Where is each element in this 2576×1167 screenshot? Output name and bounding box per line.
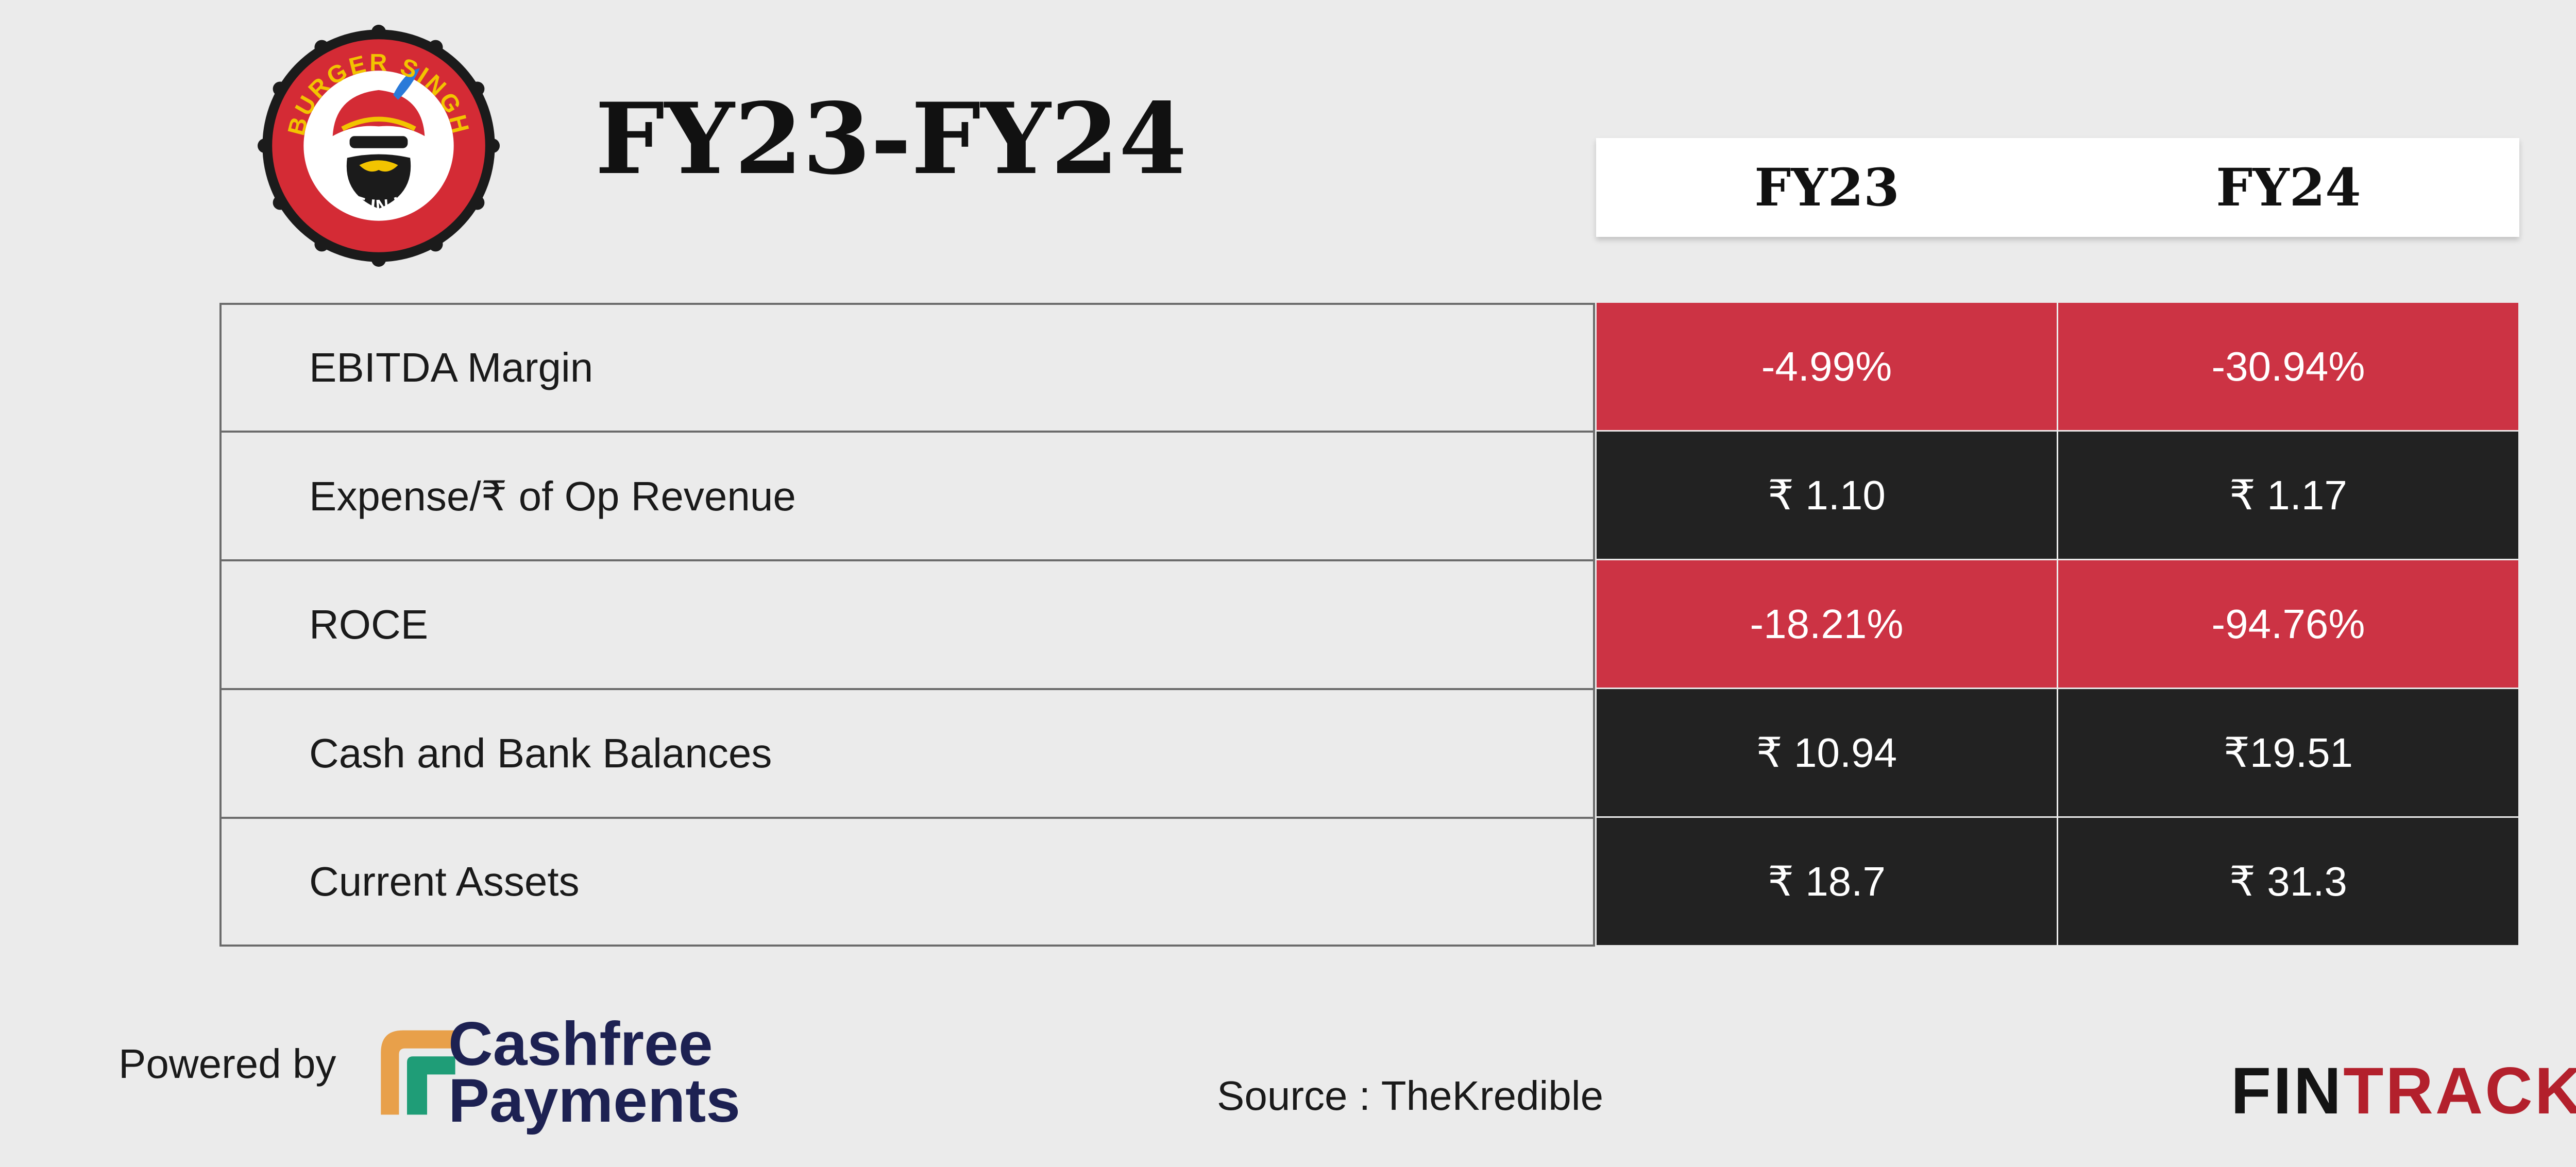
page-title: FY23-FY24 [595, 81, 1187, 196]
column-header-bar: FY23 FY24 [1596, 138, 2519, 237]
burger-singh-logo: BURGER SINGH MADE IN INDIA [258, 25, 500, 267]
value-fy24: -94.76% [2057, 560, 2518, 689]
metrics-table: EBITDA Margin -4.99% -30.94% Expense/₹ o… [219, 303, 2522, 947]
row-label: Cash and Bank Balances [219, 689, 1595, 818]
value-fy24: ₹ 1.17 [2057, 432, 2518, 560]
value-fy24: ₹ 31.3 [2057, 818, 2518, 947]
table-row: EBITDA Margin -4.99% -30.94% [219, 303, 2522, 432]
table-row: Cash and Bank Balances ₹ 10.94 ₹19.51 [219, 689, 2522, 818]
value-fy23: ₹ 1.10 [1595, 432, 2057, 560]
cashfree-line-2: Payments [448, 1066, 740, 1136]
cashfree-logo-icon [367, 1022, 467, 1123]
table-row: Current Assets ₹ 18.7 ₹ 31.3 [219, 818, 2522, 947]
cashfree-line-1: Cashfree [448, 1009, 713, 1078]
table-row: ROCE -18.21% -94.76% [219, 560, 2522, 689]
value-fy23: ₹ 18.7 [1595, 818, 2057, 947]
table-row: Expense/₹ of Op Revenue ₹ 1.10 ₹ 1.17 [219, 432, 2522, 560]
fintrackr-logo-part2: TRACKR [2343, 1054, 2576, 1128]
row-label: ROCE [219, 560, 1595, 689]
row-label: Expense/₹ of Op Revenue [219, 432, 1595, 560]
powered-by-label: Powered by [118, 1041, 336, 1087]
column-header-fy23: FY23 [1754, 157, 1900, 218]
value-fy23: -18.21% [1595, 560, 2057, 689]
cashfree-wordmark: Cashfree Payments [448, 1009, 740, 1136]
value-fy23: ₹ 10.94 [1595, 689, 2057, 818]
fintrackr-logo: FINTRACKR [2231, 1058, 2576, 1124]
fintrackr-logo-part1: FIN [2231, 1054, 2344, 1128]
column-header-fy24: FY24 [2216, 157, 2361, 218]
source-note: Source : TheKredible [1217, 1073, 1604, 1119]
row-label: Current Assets [219, 818, 1595, 947]
value-fy23: -4.99% [1595, 303, 2057, 432]
value-fy24: ₹19.51 [2057, 689, 2518, 818]
row-label: EBITDA Margin [219, 303, 1595, 432]
value-fy24: -30.94% [2057, 303, 2518, 432]
